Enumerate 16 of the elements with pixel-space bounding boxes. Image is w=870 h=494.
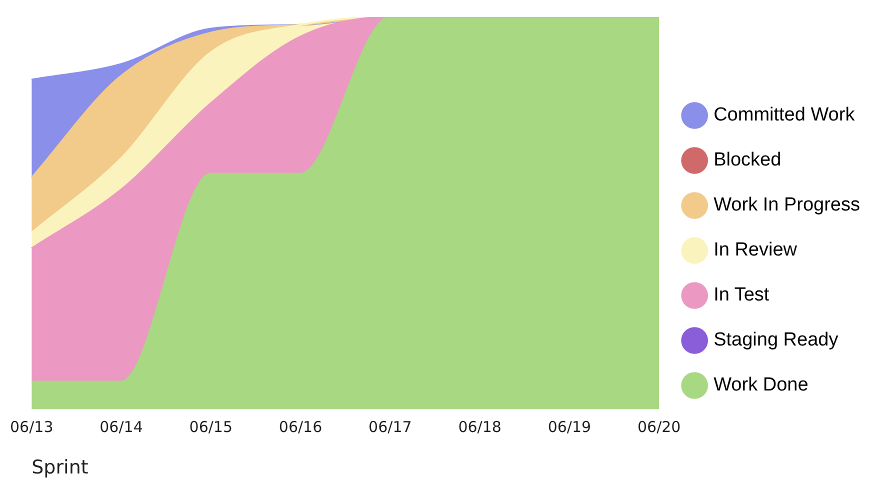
legend-label: Work Done xyxy=(714,374,808,396)
legend-label: Committed Work xyxy=(714,104,856,126)
x-tick-label: 06/16 xyxy=(278,418,322,436)
legend-label: In Test xyxy=(714,284,770,306)
x-tick-label: 06/18 xyxy=(458,418,502,436)
x-axis-title: Sprint xyxy=(32,456,88,479)
x-tick-label: 06/13 xyxy=(10,418,54,436)
x-tick-label: 06/15 xyxy=(189,418,233,436)
x-tick-label: 06/20 xyxy=(637,418,681,436)
x-tick-label: 06/14 xyxy=(100,418,143,436)
x-tick-label: 06/17 xyxy=(368,418,412,436)
x-tick-label: 06/19 xyxy=(548,418,592,436)
legend-label: Blocked xyxy=(714,150,782,171)
legend-label: Work In Progress xyxy=(714,194,860,216)
legend-label: Staging Ready xyxy=(714,330,839,351)
legend-label: In Review xyxy=(714,240,798,261)
